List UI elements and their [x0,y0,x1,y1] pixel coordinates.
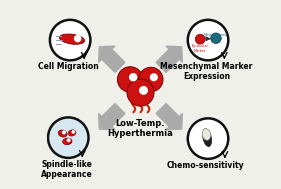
Text: Mesenchymal Marker
Expression: Mesenchymal Marker Expression [160,62,253,81]
Circle shape [67,138,71,142]
Circle shape [188,20,228,60]
Text: Spindle-like
Appearance: Spindle-like Appearance [42,160,93,179]
Polygon shape [156,46,182,72]
Ellipse shape [58,130,67,137]
Circle shape [117,67,143,92]
Polygon shape [99,46,125,72]
Ellipse shape [68,130,76,136]
Text: Cell Migration: Cell Migration [38,62,99,71]
Ellipse shape [203,129,212,146]
Circle shape [48,117,89,158]
Text: Epithelial
Marker: Epithelial Marker [192,44,209,53]
Circle shape [150,73,158,81]
Circle shape [129,73,137,81]
Circle shape [195,34,205,44]
Circle shape [188,118,228,159]
Circle shape [62,130,66,134]
Circle shape [74,35,81,42]
Text: Low-Temp.
Hyperthermia: Low-Temp. Hyperthermia [108,119,173,138]
Text: Mesenchymal
Marker: Mesenchymal Marker [204,33,228,41]
Circle shape [139,86,148,95]
Ellipse shape [63,138,72,145]
Polygon shape [99,104,125,130]
Circle shape [211,33,221,43]
Ellipse shape [202,129,211,140]
Circle shape [50,20,90,60]
Text: Chemo-sensitivity: Chemo-sensitivity [166,161,244,170]
Ellipse shape [60,34,85,44]
Polygon shape [156,104,182,130]
Circle shape [127,79,154,106]
Circle shape [72,130,75,134]
Circle shape [139,67,163,92]
